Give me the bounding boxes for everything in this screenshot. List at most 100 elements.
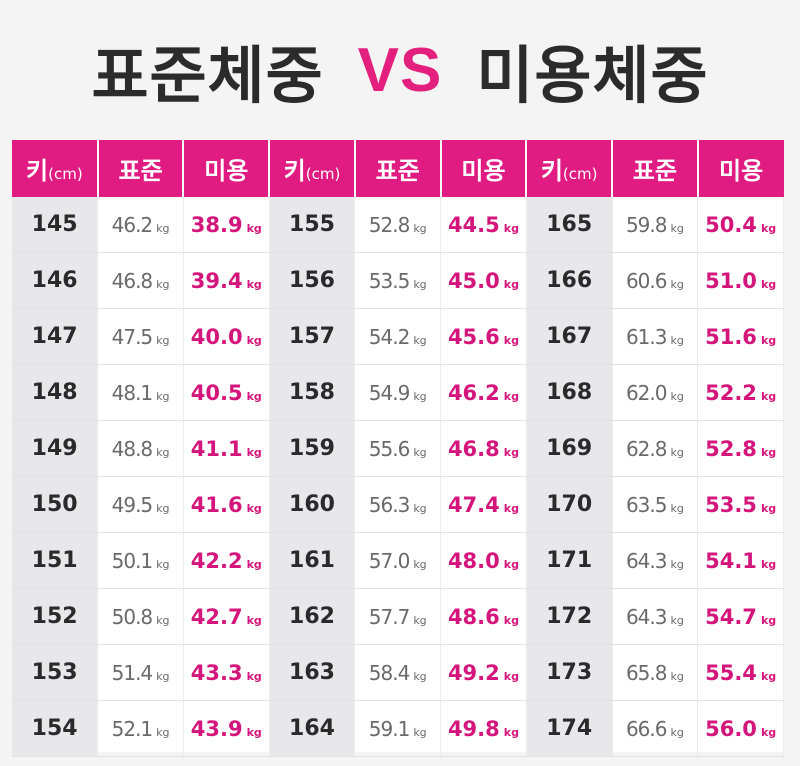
standard-weight-cell: 51.4 kg — [97, 644, 184, 701]
table-row: 145 46.2 kg 38.9 kg 155 52.8 kg 44.5 kg 165 59.8 kg 5… — [12, 197, 784, 253]
beauty-weight-value: 55.4 — [705, 660, 757, 685]
standard-weight-cell: 62.0 kg — [612, 364, 699, 421]
standard-weight-value: 51.4 — [111, 660, 154, 685]
kg-unit: kg — [503, 277, 519, 291]
standard-weight-value: 50.8 — [111, 604, 154, 629]
height-cell: 155 — [269, 197, 356, 253]
beauty-weight-value: 48.6 — [447, 604, 500, 629]
beauty-weight-value: 51.6 — [705, 324, 757, 349]
kg-unit: kg — [760, 221, 777, 235]
standard-weight-cell: 57.7 kg — [354, 588, 442, 645]
beauty-weight-value: 40.0 — [190, 324, 243, 349]
standard-weight-cell: 47.5 kg — [97, 308, 184, 365]
height-cell: 172 — [526, 588, 613, 645]
beauty-weight-cell: 48.0 kg — [440, 532, 527, 589]
height-cell: 154 — [12, 700, 99, 757]
kg-unit: kg — [156, 389, 170, 403]
table-row: 152 50.8 kg 42.7 kg 162 57.7 kg 48.6 kg 172 64.3 kg 5… — [12, 588, 784, 645]
beauty-weight-value: 56.0 — [705, 716, 757, 741]
standard-weight-value: 47.5 — [111, 324, 154, 349]
kg-unit: kg — [413, 221, 427, 235]
standard-weight-cell: 64.3 kg — [612, 532, 699, 589]
column-header-height: 키(cm) — [12, 140, 99, 197]
beauty-weight-value: 41.1 — [190, 436, 243, 461]
kg-unit: kg — [760, 669, 777, 683]
kg-unit: kg — [246, 557, 262, 571]
column-header-beauty: 미용 — [440, 140, 528, 197]
beauty-weight-cell: 49.2 kg — [440, 644, 527, 701]
beauty-weight-cell: 50.4 kg — [697, 197, 784, 253]
beauty-weight-cell: 51.6 kg — [697, 308, 784, 365]
table-row: 147 47.5 kg 40.0 kg 157 54.2 kg 45.6 kg 167 61.3 kg 5… — [12, 308, 784, 365]
standard-weight-cell: 59.8 kg — [612, 197, 699, 253]
standard-weight-value: 66.6 — [625, 716, 668, 741]
standard-weight-cell: 63.5 kg — [612, 476, 699, 533]
height-cell: 171 — [526, 532, 613, 589]
beauty-weight-value: 52.2 — [705, 380, 757, 405]
column-header-height: 키(cm) — [269, 140, 356, 197]
standard-weight-value: 60.6 — [625, 268, 668, 293]
beauty-weight-cell: 39.4 kg — [183, 252, 270, 309]
beauty-weight-value: 50.4 — [705, 212, 757, 237]
table-row: 153 51.4 kg 43.3 kg 163 58.4 kg 49.2 kg 173 65.8 kg 5… — [12, 644, 784, 701]
standard-weight-cell: 61.3 kg — [612, 308, 699, 365]
height-cell: 167 — [526, 308, 613, 365]
kg-unit: kg — [760, 389, 777, 403]
kg-unit: kg — [760, 333, 777, 347]
beauty-weight-value: 54.7 — [705, 604, 757, 629]
standard-weight-cell: 50.1 kg — [97, 532, 184, 589]
height-cell: 150 — [12, 476, 99, 533]
kg-unit: kg — [670, 669, 684, 683]
table-row: 151 50.1 kg 42.2 kg 161 57.0 kg 48.0 kg 171 64.3 kg 5… — [12, 532, 784, 589]
kg-unit: kg — [246, 277, 262, 291]
kg-unit: kg — [246, 389, 262, 403]
beauty-weight-value: 53.5 — [705, 492, 757, 517]
beauty-weight-value: 43.9 — [190, 716, 243, 741]
standard-weight-value: 49.5 — [111, 492, 154, 517]
standard-weight-value: 52.1 — [111, 716, 154, 741]
beauty-weight-value: 38.9 — [190, 212, 243, 237]
height-cell: 174 — [526, 700, 613, 757]
beauty-weight-cell: 53.5 kg — [697, 476, 784, 533]
kg-unit: kg — [760, 613, 777, 627]
beauty-weight-cell: 52.8 kg — [697, 420, 784, 477]
standard-weight-value: 46.8 — [111, 268, 154, 293]
weight-table-container: 키(cm) 표준 미용 키(cm) 표준 미용 키(cm) 표준 미용 145 46.2 kg 38.… — [12, 140, 784, 757]
height-cell: 160 — [269, 476, 356, 533]
kg-unit: kg — [670, 557, 684, 571]
kg-unit: kg — [156, 333, 170, 347]
kg-unit: kg — [503, 613, 519, 627]
kg-unit: kg — [670, 277, 684, 291]
table-row: 149 48.8 kg 41.1 kg 159 55.6 kg 46.8 kg 169 62.8 kg 5… — [12, 420, 784, 477]
kg-unit: kg — [156, 669, 170, 683]
kg-unit: kg — [503, 501, 519, 515]
beauty-weight-value: 45.0 — [447, 268, 500, 293]
height-cell: 148 — [12, 364, 99, 421]
kg-unit: kg — [246, 725, 262, 739]
beauty-weight-value: 46.8 — [447, 436, 500, 461]
kg-unit: kg — [760, 277, 777, 291]
table-row: 150 49.5 kg 41.6 kg 160 56.3 kg 47.4 kg 170 63.5 kg 5… — [12, 476, 784, 533]
table-body: 145 46.2 kg 38.9 kg 155 52.8 kg 44.5 kg 165 59.8 kg 5… — [12, 197, 784, 757]
kg-unit: kg — [503, 221, 519, 235]
kg-unit: kg — [246, 613, 262, 627]
kg-unit: kg — [413, 445, 427, 459]
beauty-weight-cell: 47.4 kg — [440, 476, 527, 533]
standard-weight-value: 61.3 — [625, 324, 668, 349]
beauty-weight-value: 52.8 — [705, 436, 757, 461]
height-cell: 159 — [269, 420, 356, 477]
beauty-weight-value: 49.2 — [447, 660, 500, 685]
standard-weight-value: 64.3 — [625, 548, 668, 573]
beauty-weight-cell: 48.6 kg — [440, 588, 527, 645]
table-row: 148 48.1 kg 40.5 kg 158 54.9 kg 46.2 kg 168 62.0 kg 5… — [12, 364, 784, 421]
kg-unit: kg — [413, 389, 427, 403]
height-cell: 151 — [12, 532, 99, 589]
kg-unit: kg — [503, 445, 519, 459]
beauty-weight-value: 54.1 — [705, 548, 757, 573]
standard-weight-cell: 64.3 kg — [612, 588, 699, 645]
table-row: 146 46.8 kg 39.4 kg 156 53.5 kg 45.0 kg 166 60.6 kg 5… — [12, 252, 784, 309]
kg-unit: kg — [413, 333, 427, 347]
kg-unit: kg — [760, 501, 777, 515]
standard-weight-value: 59.8 — [625, 212, 668, 237]
standard-weight-cell: 53.5 kg — [354, 252, 442, 309]
